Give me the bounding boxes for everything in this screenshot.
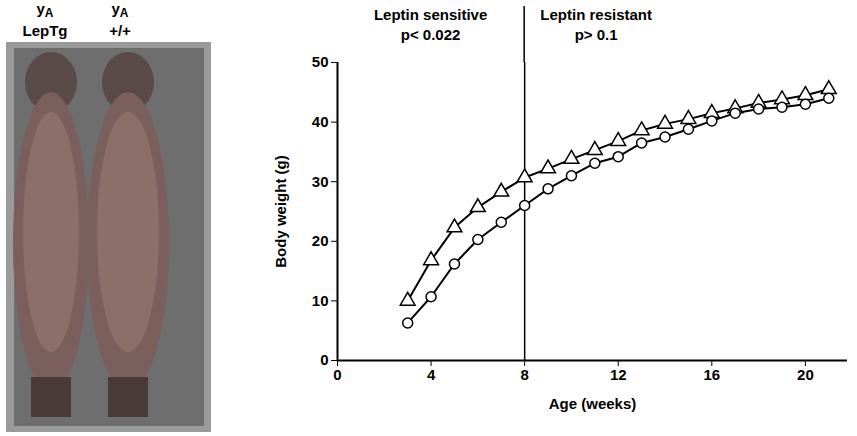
svg-text:50: 50	[312, 53, 329, 70]
svg-text:40: 40	[312, 113, 329, 130]
svg-text:p> 0.1: p> 0.1	[575, 26, 618, 43]
svg-text:Body weight (g): Body weight (g)	[272, 155, 289, 268]
svg-text:p< 0.022: p< 0.022	[401, 26, 461, 43]
svg-text:0: 0	[333, 366, 341, 383]
svg-text:8: 8	[520, 366, 528, 383]
svg-text:20: 20	[797, 366, 814, 383]
svg-text:12: 12	[610, 366, 627, 383]
svg-text:30: 30	[312, 173, 329, 190]
html-text:yA: yA	[36, 0, 54, 20]
svg-text:20: 20	[312, 232, 329, 249]
svg-text:Leptin sensitive: Leptin sensitive	[374, 6, 487, 23]
svg-text:16: 16	[703, 366, 720, 383]
svg-text:4: 4	[427, 366, 436, 383]
svg-text:10: 10	[312, 292, 329, 309]
svg-text:Leptin resistant: Leptin resistant	[540, 6, 652, 23]
svg-text:Age (weeks): Age (weeks)	[549, 395, 637, 412]
svg-text:0: 0	[320, 351, 328, 368]
html-text:LepTg: LepTg	[22, 22, 68, 39]
html-text:yA: yA	[111, 0, 129, 20]
